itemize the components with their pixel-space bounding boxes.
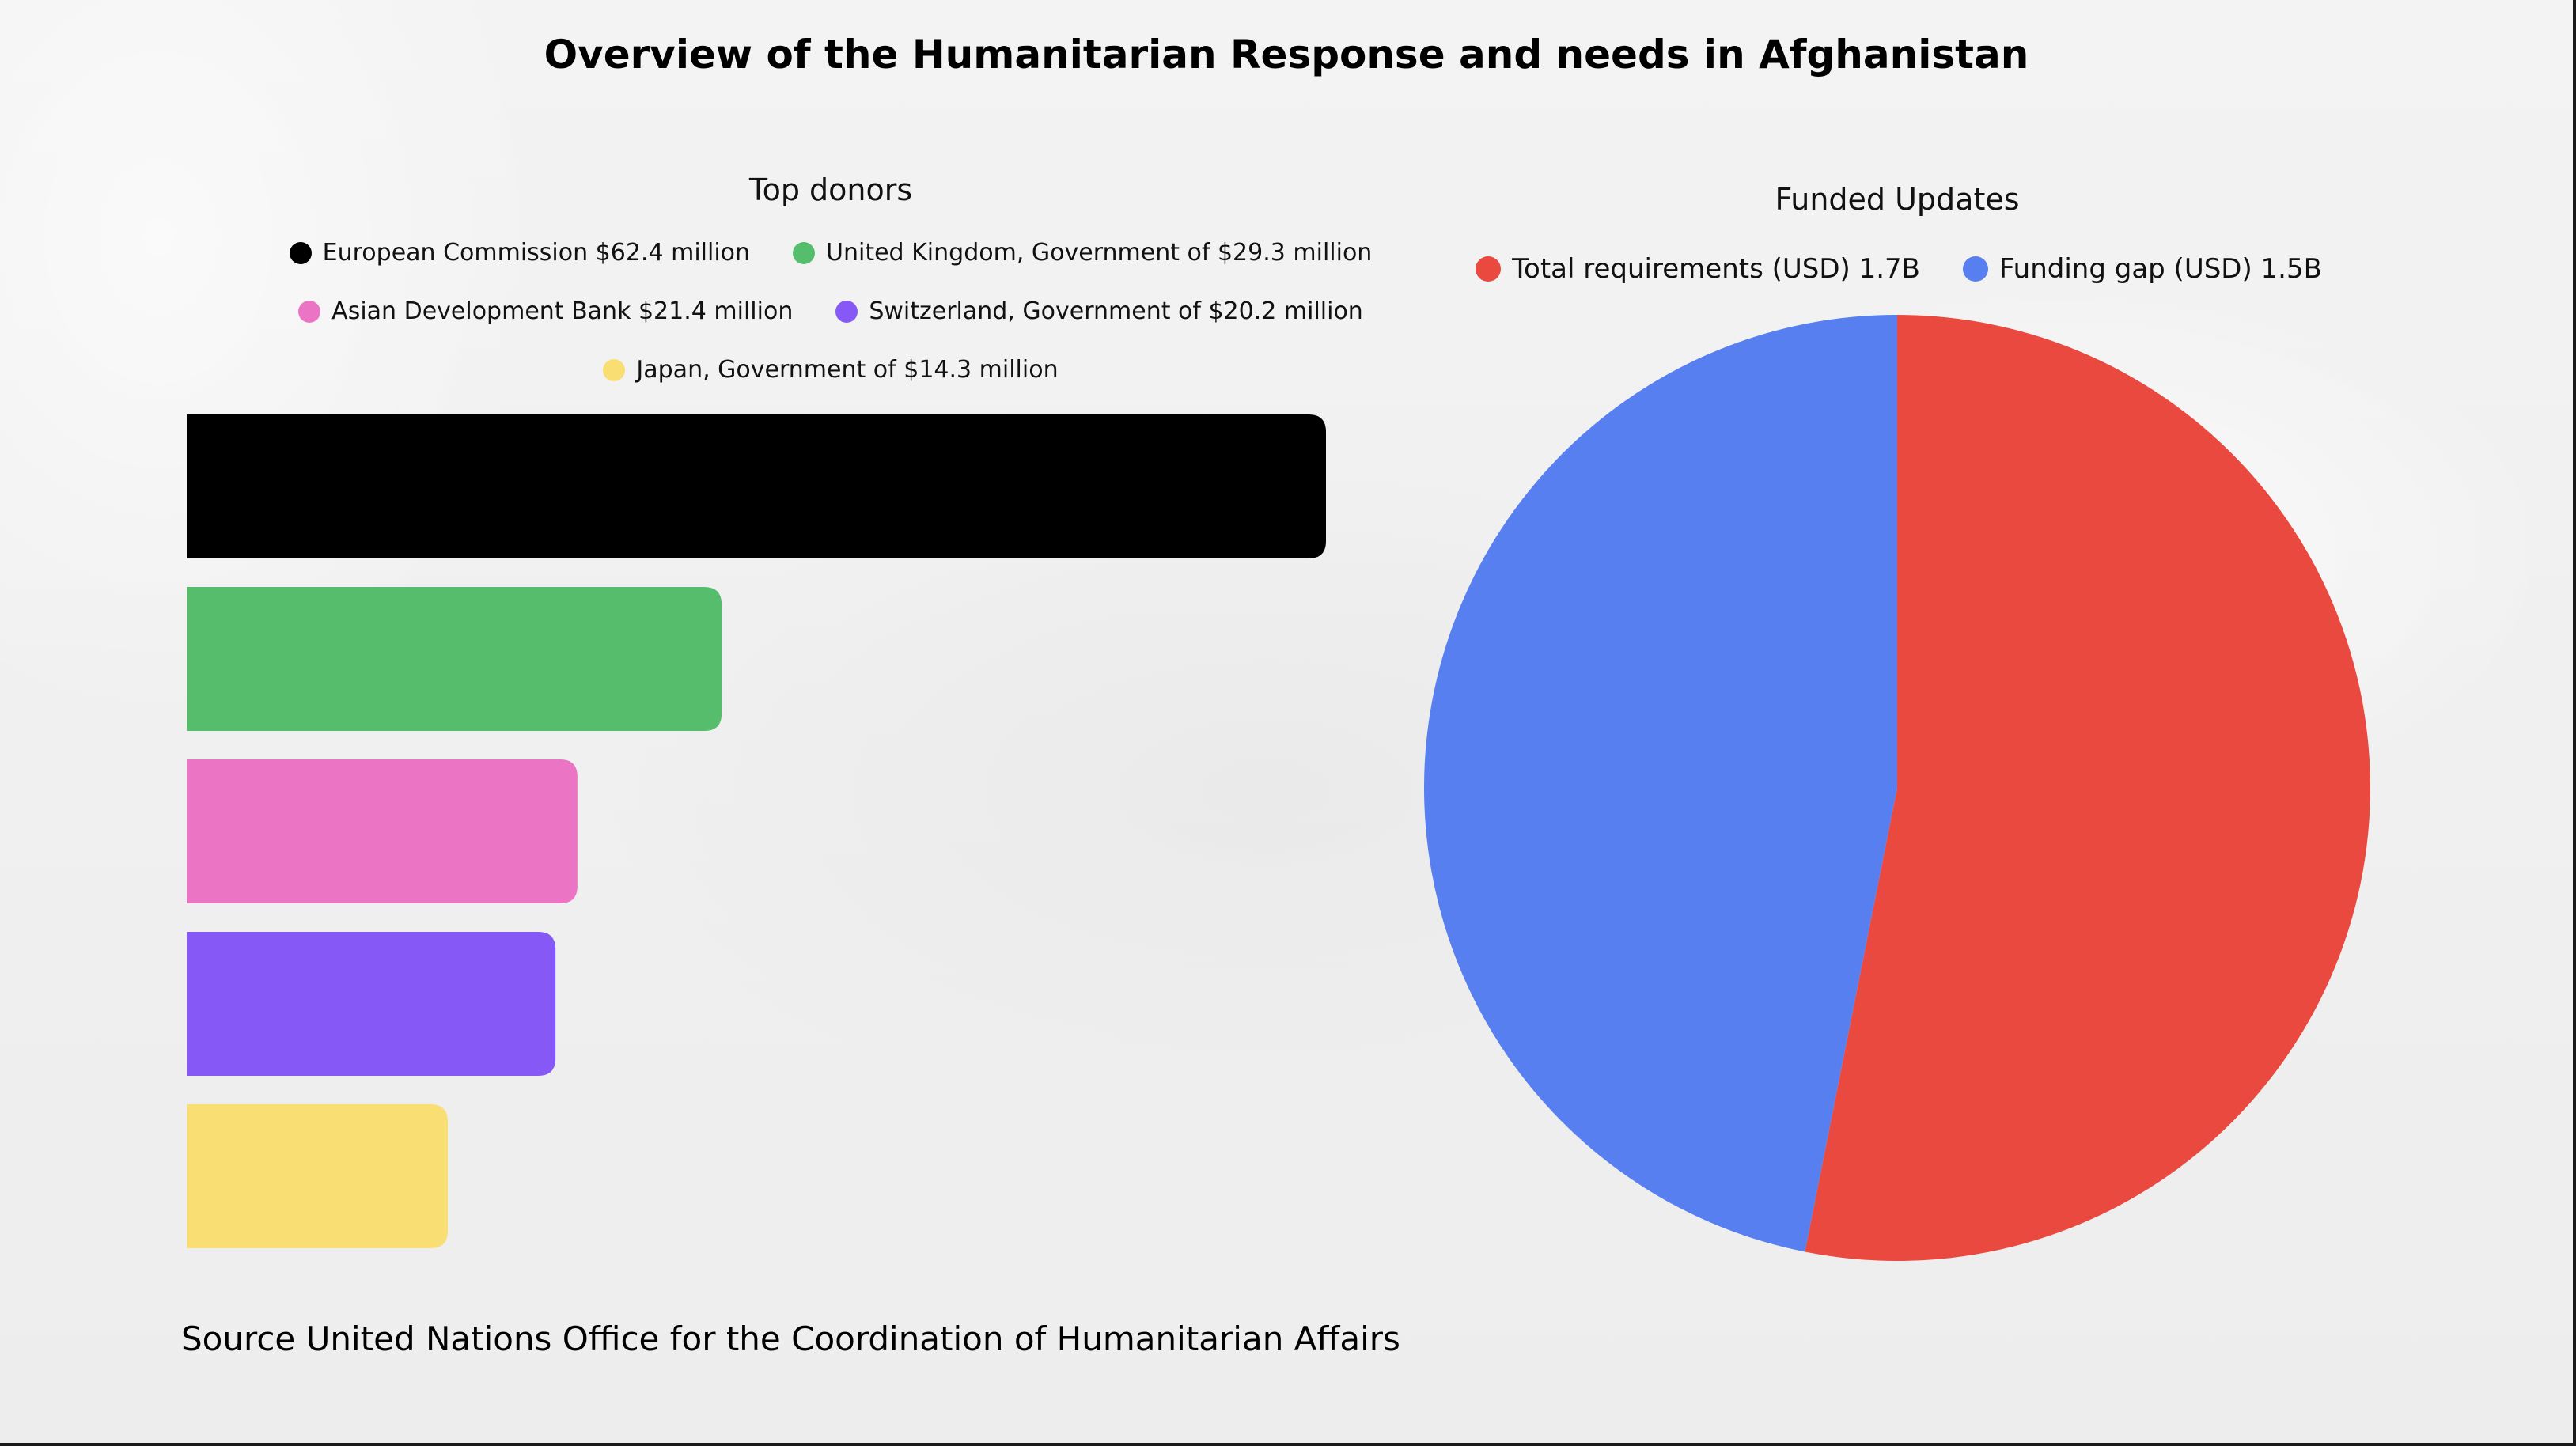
legend-item-japan: Japan, Government of $14.3 million (603, 356, 1059, 384)
legend-item-asian-development-bank: Asian Development Bank $21.4 million (298, 297, 793, 325)
legend-item-total-requirements: Total requirements (USD) 1.7B (1476, 253, 1920, 285)
frame-border-bottom (0, 1443, 2576, 1446)
bar-legend-row-1: European Commission $62.4 million United… (206, 239, 1456, 267)
legend-label: European Commission $62.4 million (322, 239, 751, 267)
pie-chart (1424, 315, 2370, 1262)
legend-label: United Kingdom, Government of $29.3 mill… (826, 239, 1373, 267)
legend-dot (835, 300, 858, 323)
pie-chart-title: Funded Updates (1775, 182, 2020, 217)
legend-item-european-commission: European Commission $62.4 million (289, 239, 751, 267)
legend-dot (793, 241, 816, 264)
bar-3 (187, 932, 556, 1076)
bar-legend-row-2: Asian Development Bank $21.4 million Swi… (206, 297, 1456, 325)
bar-4 (187, 1104, 448, 1248)
legend-dot (298, 300, 321, 323)
frame-border-right (2573, 0, 2576, 1446)
legend-label: Switzerland, Government of $20.2 million (869, 297, 1363, 325)
page-title: Overview of the Humanitarian Response an… (544, 32, 2029, 78)
legend-item-funding-gap: Funding gap (USD) 1.5B (1962, 253, 2322, 285)
legend-label: Japan, Government of $14.3 million (636, 356, 1059, 384)
legend-dot (603, 358, 626, 381)
legend-item-switzerland: Switzerland, Government of $20.2 million (835, 297, 1363, 325)
bar-0 (187, 414, 1326, 558)
legend-item-united-kingdom: United Kingdom, Government of $29.3 mill… (793, 239, 1372, 267)
pie-slice-0 (1805, 315, 2370, 1262)
bar-chart (187, 414, 1326, 1248)
legend-label: Funding gap (USD) 1.5B (1998, 253, 2322, 285)
source-note: Source United Nations Office for the Coo… (181, 1319, 1400, 1358)
bar-1 (187, 587, 722, 731)
legend-label: Asian Development Bank $21.4 million (331, 297, 794, 325)
bar-legend-row-3: Japan, Government of $14.3 million (206, 356, 1456, 384)
bar-2 (187, 759, 578, 903)
legend-label: Total requirements (USD) 1.7B (1512, 253, 1920, 285)
legend-dot (1962, 256, 1988, 282)
legend-dot (1476, 256, 1502, 282)
legend-dot (289, 241, 312, 264)
pie-legend-row: Total requirements (USD) 1.7B Funding ga… (1424, 253, 2373, 285)
pie-slice-1 (1424, 315, 1897, 1252)
bar-chart-title: Top donors (748, 172, 913, 207)
